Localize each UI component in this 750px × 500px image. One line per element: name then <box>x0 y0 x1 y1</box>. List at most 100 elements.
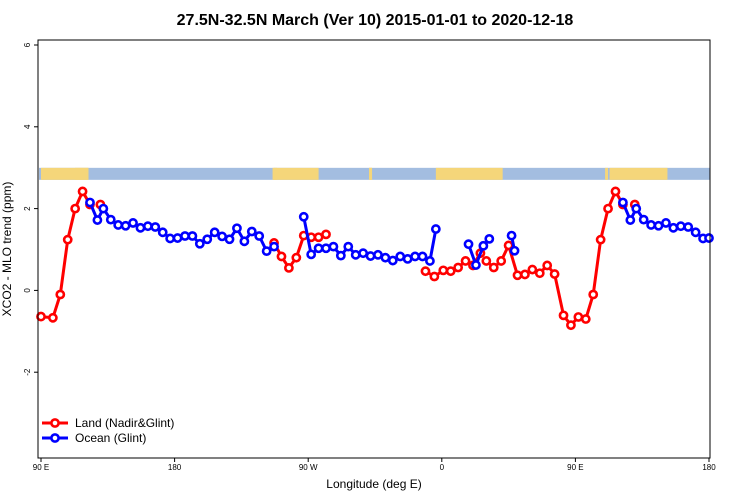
series-1-point-1-18 <box>430 224 441 234</box>
series-0-point-0-5 <box>77 186 88 197</box>
chart-title: 27.5N-32.5N March (Ver 10) 2015-01-01 to… <box>177 12 574 29</box>
series-0-point-3-0 <box>420 266 431 277</box>
series-0-point-4-13 <box>580 314 591 324</box>
series-0-point-4-1 <box>488 262 499 273</box>
series-0-point-4-12 <box>573 312 584 322</box>
series-layer <box>36 186 714 331</box>
legend-label-0: Land (Nadir&Glint) <box>75 416 174 430</box>
series-0-point-2-2 <box>284 263 294 273</box>
legend-label-1: Ocean (Glint) <box>75 431 146 445</box>
series-0-point-3-5 <box>460 256 471 266</box>
series-1-point-0-22 <box>246 226 257 237</box>
series-1-point-0-2 <box>98 203 109 214</box>
series-1-point-0-12 <box>172 233 183 243</box>
x-tick-label-5: 180 <box>702 463 716 472</box>
series-1-point-3-0 <box>506 230 517 241</box>
series-1-point-1-1 <box>306 249 317 260</box>
y-axis-label: XCO2 - MLO trend (ppm) <box>0 182 14 317</box>
series-0-point-0-3 <box>62 234 73 245</box>
surface-bar-land-range-1 <box>609 167 668 180</box>
series-1-point-0-18 <box>217 231 228 242</box>
series-1-point-1-7 <box>350 249 361 260</box>
x-tick-label-0: 90 E <box>33 463 49 472</box>
series-1-point-0-15 <box>194 238 205 249</box>
series-1-point-1-14 <box>402 254 413 264</box>
series-1-point-0-23 <box>254 231 265 241</box>
series-0-line-0 <box>39 189 92 320</box>
series-1-point-0-13 <box>180 231 190 241</box>
series-1-point-4-5 <box>653 220 664 231</box>
series-1-point-0-10 <box>157 227 168 238</box>
x-tick-label-2: 90 W <box>299 463 318 472</box>
series-0-point-4-10 <box>558 310 569 321</box>
series-0-point-4-7 <box>534 268 545 279</box>
series-0-point-4-17 <box>610 186 621 197</box>
series-1-point-1-12 <box>387 255 398 266</box>
surface-bar-ocean <box>39 167 710 180</box>
series-0-point-2-7 <box>321 229 331 240</box>
series-1 <box>85 197 714 270</box>
series-1-point-0-5 <box>120 220 131 231</box>
series-1-point-1-9 <box>365 251 376 261</box>
series-0-point-3-1 <box>429 271 440 282</box>
series-1-point-4-0 <box>618 197 628 208</box>
surface-bar-land-1 <box>272 167 319 180</box>
surface-bar-island-0 <box>274 167 278 180</box>
series-1-point-0-1 <box>92 215 103 225</box>
series-1-point-4-12 <box>704 233 714 243</box>
series-1-point-1-3 <box>321 243 331 254</box>
series-0-point-0-2 <box>55 289 66 300</box>
series-1-point-0-9 <box>150 222 161 232</box>
y-tick-label-2: 2 <box>23 206 32 211</box>
series-1-point-0-7 <box>135 222 146 233</box>
series-1-point-1-17 <box>425 256 435 266</box>
series-0-point-4-4 <box>512 270 523 281</box>
series-0-point-0-0 <box>36 311 46 322</box>
series-0-point-3-4 <box>453 262 464 273</box>
series-1-point-4-10 <box>690 227 701 238</box>
series-0-point-4-2 <box>496 256 507 266</box>
series-0-point-4-6 <box>527 264 538 275</box>
series-0-point-4-11 <box>566 320 576 331</box>
series-0-point-2-3 <box>291 252 302 263</box>
series-1-point-1-2 <box>313 243 324 254</box>
series-1-point-2-3 <box>484 233 495 244</box>
series-1-point-4-1 <box>625 215 636 225</box>
series-0-line-4 <box>484 189 625 327</box>
series-1-point-2-2 <box>478 240 489 251</box>
series-0-point-4-5 <box>520 269 530 280</box>
series-1-point-1-15 <box>410 251 420 262</box>
series-0-point-4-16 <box>603 203 613 214</box>
series-1-point-4-9 <box>683 222 694 232</box>
series-1-point-0-11 <box>165 233 176 244</box>
series-1-point-0-16 <box>202 234 213 245</box>
series-1-point-0-3 <box>105 214 116 225</box>
x-axis: 90 E 180 90 W 0 90 E 180 <box>33 458 716 472</box>
series-1-point-0-19 <box>224 234 235 245</box>
surface-bar-land-range-0 <box>41 167 89 180</box>
series-0-point-2-1 <box>276 251 287 262</box>
series-0-point-2-6 <box>313 232 324 243</box>
series-1-point-1-11 <box>380 252 391 263</box>
series-1-point-0-6 <box>128 218 138 228</box>
series-0-point-4-9 <box>549 269 560 279</box>
series-1-point-1-5 <box>335 250 346 261</box>
series-1-point-4-8 <box>675 221 686 232</box>
surface-bar-island-1 <box>369 167 373 180</box>
series-1-point-0-21 <box>239 236 250 247</box>
series-0-point-0-1 <box>47 312 58 323</box>
y-tick-label-3: 4 <box>23 124 32 129</box>
legend: Land (Nadir&Glint)Ocean (Glint) <box>42 416 174 445</box>
plot-frame <box>37 39 711 459</box>
series-1-point-0-25 <box>269 241 279 252</box>
y-tick-label-0: -2 <box>23 368 32 376</box>
series-1-point-2-1 <box>471 260 481 270</box>
y-tick-label-1: 0 <box>23 288 32 293</box>
series-0-point-3-3 <box>445 266 456 277</box>
series-1-point-0-20 <box>232 223 242 234</box>
surface-bar-land-3 <box>435 167 503 180</box>
series-1-point-3-1 <box>509 245 520 256</box>
series-1-point-4-3 <box>638 214 649 225</box>
series-1-point-4-6 <box>661 218 671 228</box>
